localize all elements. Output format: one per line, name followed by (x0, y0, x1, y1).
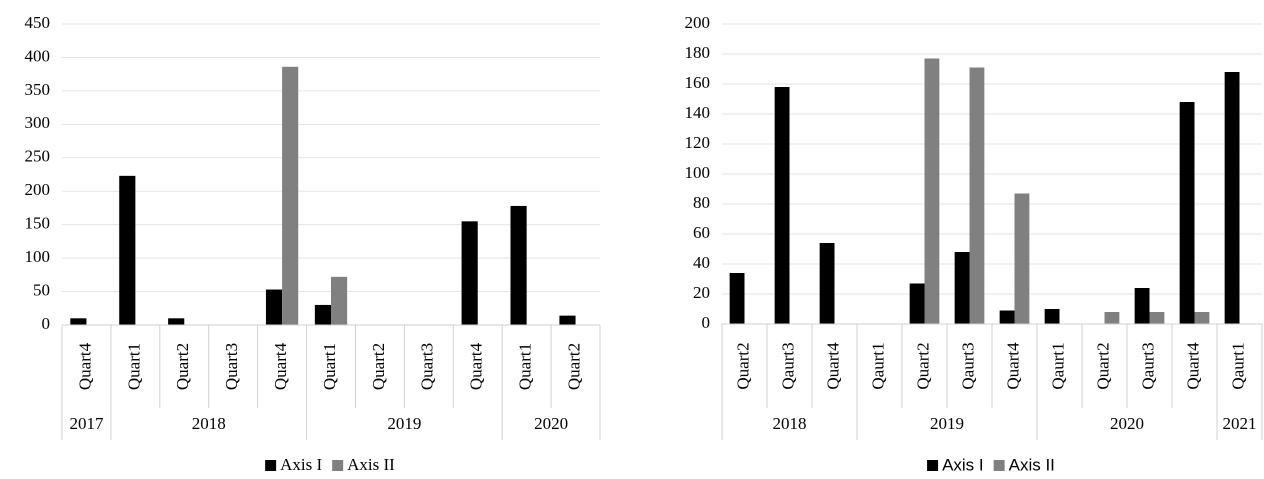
chart: 0 50 100 150 200 250 300 350 400 450 Quart4 Quart1 Q… (25, 13, 601, 474)
x-tick-label: Quart1 (320, 343, 339, 390)
legend-swatch (265, 460, 277, 471)
x-tick-label: Quart4 (271, 342, 290, 390)
bar (774, 87, 790, 324)
x-tick-label: Qaurt3 (778, 342, 797, 389)
bar (510, 205, 527, 325)
x-tick-label: Qaurt3 (958, 342, 977, 389)
bar (168, 318, 185, 325)
bar (969, 67, 985, 324)
y-tick-label: 250 (25, 147, 51, 166)
x-group-label: 2019 (387, 414, 421, 433)
y-tick-label: 0 (702, 313, 711, 332)
y-tick-label: 60 (693, 223, 710, 242)
y-tick-label: 160 (685, 73, 711, 92)
x-tick-label: Quart2 (369, 343, 388, 390)
legend-swatch (332, 460, 344, 471)
bar (1179, 102, 1195, 324)
x-tick-label: Quart4 (1003, 342, 1022, 390)
bar (729, 273, 745, 324)
x-group-label: 2019 (930, 414, 964, 433)
x-tick-label: Quart4 (1183, 342, 1202, 390)
legend-swatch (927, 460, 939, 471)
y-tick-label: 20 (693, 283, 710, 302)
bar (1104, 312, 1120, 324)
y-tick-label: 0 (42, 314, 51, 333)
bar (119, 175, 136, 325)
x-group-label: 2021 (1223, 414, 1257, 433)
bar (1149, 312, 1165, 324)
y-tick-label: 80 (693, 193, 710, 212)
x-tick-label: Quart2 (564, 343, 583, 390)
y-tick-label: 120 (685, 133, 711, 152)
x-tick-label: Quart4 (75, 342, 94, 390)
y-tick-label: 40 (693, 253, 710, 272)
x-group-label: 2020 (534, 414, 568, 433)
x-tick-label: Quart4 (467, 342, 486, 390)
x-tick-label: Quart4 (823, 342, 842, 390)
x-tick-label: Quart1 (124, 343, 143, 390)
legend-label: Axis I (942, 455, 984, 474)
bar (1194, 312, 1210, 324)
bar (909, 283, 925, 324)
y-tick-label: 50 (33, 280, 50, 299)
bar (70, 318, 87, 325)
bar (314, 304, 331, 325)
bar (1134, 288, 1150, 324)
legend-label: Axis II (347, 455, 395, 474)
x-group-label: 2017 (69, 414, 104, 433)
bar (282, 66, 299, 325)
x-tick-label: Quart3 (222, 343, 241, 390)
bar (461, 221, 478, 325)
legend-label: Axis I (280, 455, 322, 474)
x-tick-label: Qaurt1 (1048, 342, 1067, 389)
y-tick-label: 300 (25, 113, 51, 132)
x-group-label: 2018 (773, 414, 807, 433)
x-tick-label: Quart2 (913, 342, 932, 389)
y-tick-label: 100 (25, 247, 51, 266)
bar (265, 289, 283, 325)
bar (999, 310, 1015, 324)
x-group-label: 2018 (192, 414, 226, 433)
bar (331, 276, 348, 325)
bar (1224, 72, 1240, 324)
y-tick-label: 140 (685, 103, 711, 122)
bar (819, 243, 835, 324)
bar (1014, 193, 1030, 324)
y-tick-label: 400 (25, 46, 51, 65)
x-tick-label: Quart2 (173, 343, 192, 390)
y-tick-label: 450 (25, 13, 51, 32)
x-tick-label: Quart1 (516, 343, 535, 390)
y-tick-label: 180 (685, 43, 711, 62)
y-tick-label: 350 (25, 80, 51, 99)
legend-label: Axis II (1009, 455, 1055, 474)
legend: Axis I Axis II (265, 455, 395, 474)
y-tick-label: 150 (25, 214, 51, 233)
legend: Axis I Axis II (927, 455, 1055, 474)
x-tick-label: Qaurt1 (868, 342, 887, 389)
bar (924, 58, 940, 324)
x-group-label: 2020 (1110, 414, 1144, 433)
bar (1044, 309, 1060, 324)
x-tick-label: Quart2 (1093, 342, 1112, 389)
y-tick-label: 200 (25, 180, 51, 199)
bar (954, 252, 970, 324)
bar (559, 315, 576, 325)
x-tick-label: Quart2 (733, 342, 752, 389)
x-tick-label: Qaurt3 (1138, 342, 1157, 389)
x-tick-label: Qaurt1 (1228, 342, 1247, 389)
x-tick-label: Quart3 (418, 343, 437, 390)
y-tick-label: 100 (685, 163, 711, 182)
y-tick-label: 200 (685, 13, 711, 32)
chart: 0 20 40 60 80 100 120 140 160 180 200 Quart2 Qaurt3 Q… (685, 13, 1263, 474)
legend-swatch (993, 460, 1005, 471)
